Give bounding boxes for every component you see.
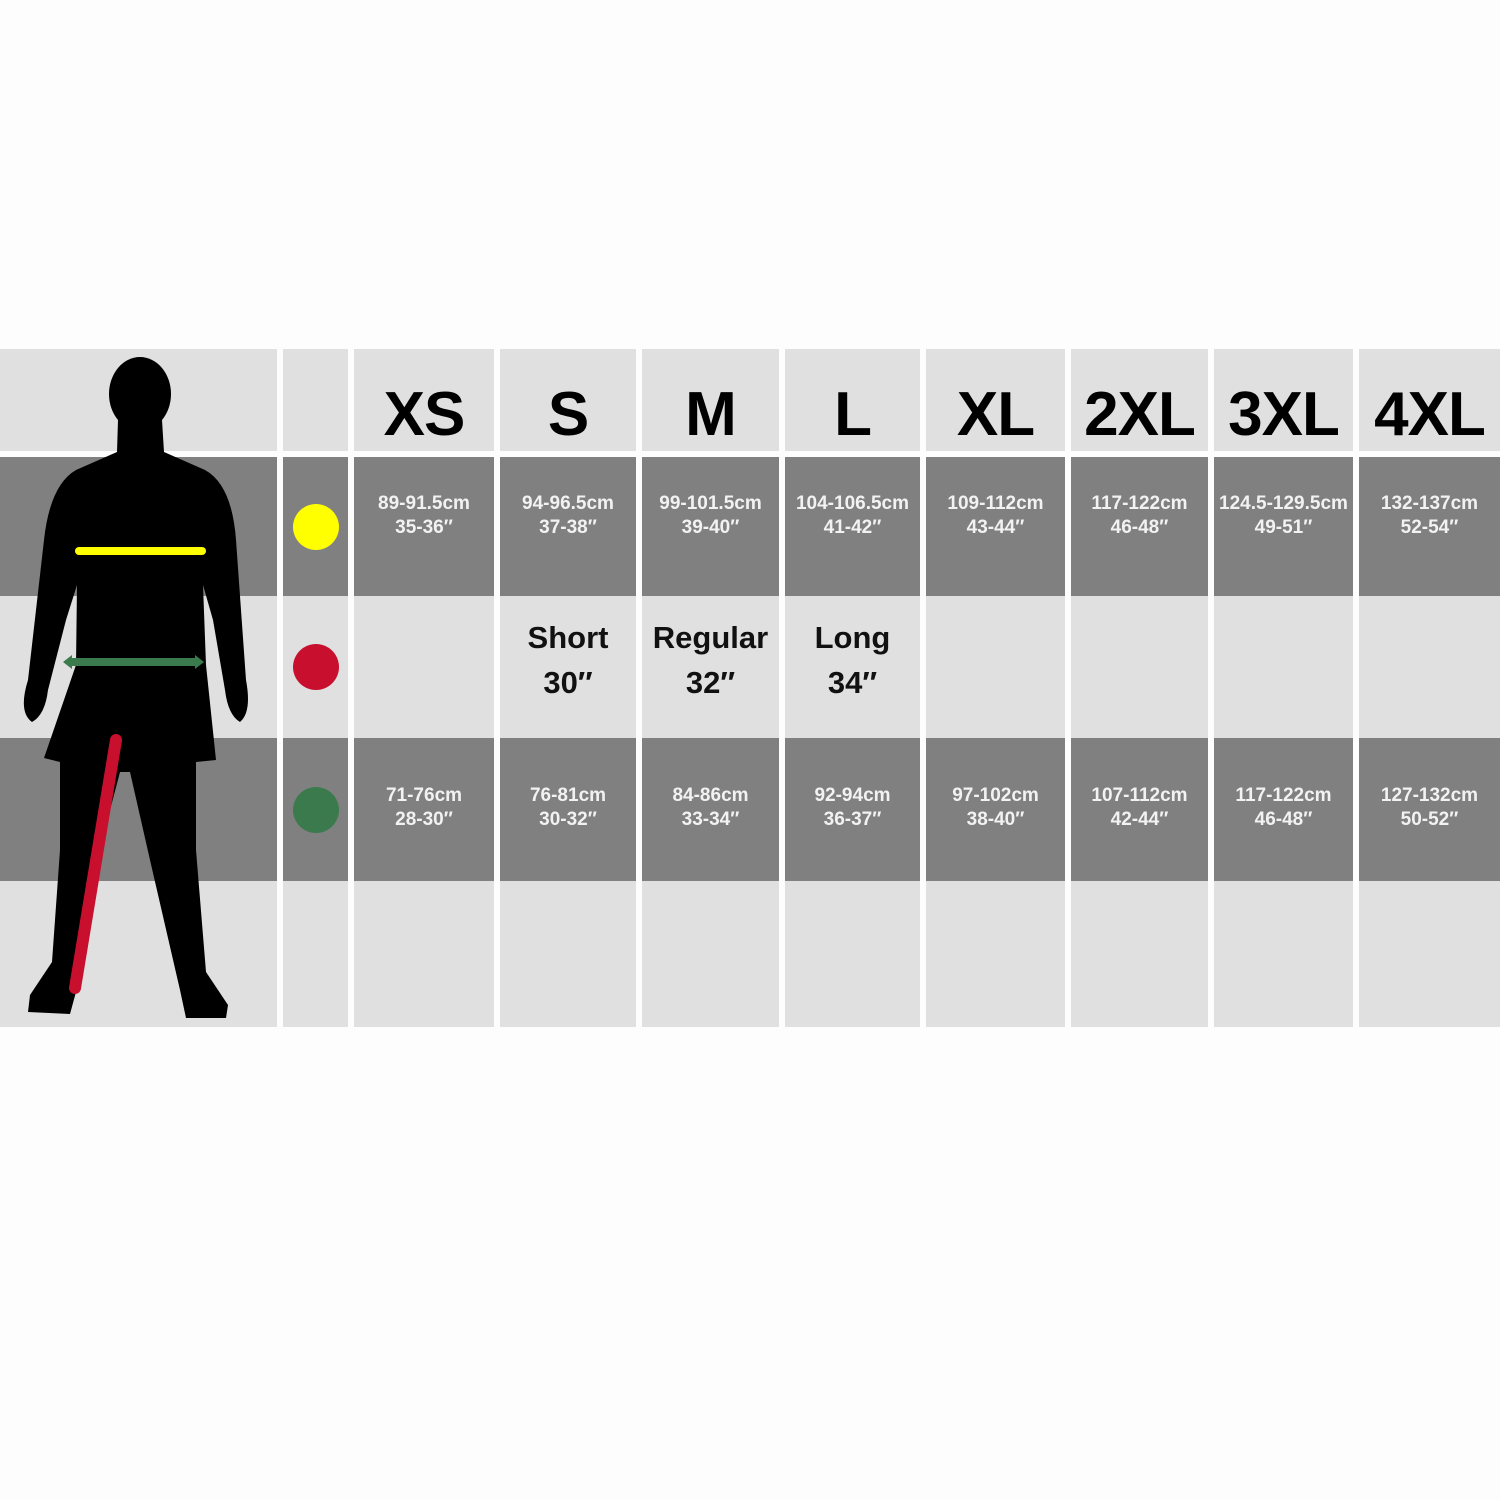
waist-cell: 127-132cm 50-52″ bbox=[1359, 738, 1500, 881]
size-header: 3XL bbox=[1214, 349, 1353, 451]
waist-cell: 92-94cm 36-37″ bbox=[785, 738, 920, 881]
value-secondary: 50-52″ bbox=[1400, 808, 1459, 830]
size-label: 2XL bbox=[1084, 379, 1196, 449]
value-secondary: 32″ bbox=[685, 665, 736, 700]
chest-cell: 99-101.5cm 39-40″ bbox=[642, 457, 779, 596]
marker-header bbox=[283, 349, 348, 451]
value-primary: 124.5-129.5cm bbox=[1219, 492, 1348, 514]
waist-cell: 107-112cm 42-44″ bbox=[1071, 738, 1208, 881]
leg-length-cell bbox=[1359, 596, 1500, 738]
value-primary: 71-76cm bbox=[385, 784, 463, 806]
torso-shape bbox=[23, 420, 249, 1018]
value-primary: 76-81cm bbox=[529, 784, 607, 806]
leg-length-cell bbox=[926, 596, 1065, 738]
size-label: 4XL bbox=[1374, 379, 1486, 449]
value-primary: 84-86cm bbox=[672, 784, 749, 806]
size-header: XS bbox=[354, 349, 494, 451]
waist-cell: 84-86cm 33-34″ bbox=[642, 738, 779, 881]
value-secondary: 49-51″ bbox=[1254, 516, 1313, 538]
leg-length-cell bbox=[1214, 596, 1353, 738]
waist-cell: 76-81cm 30-32″ bbox=[500, 738, 636, 881]
empty-cell bbox=[642, 881, 779, 1027]
chest-cell: 124.5-129.5cm 49-51″ bbox=[1214, 457, 1353, 596]
value-secondary: 43-44″ bbox=[966, 516, 1025, 538]
leg-length-cell bbox=[1071, 596, 1208, 738]
value-secondary: 46-48″ bbox=[1254, 808, 1313, 830]
value-secondary: 52-54″ bbox=[1400, 516, 1459, 538]
waist-cell: 117-122cm 46-48″ bbox=[1214, 738, 1353, 881]
value-primary: 127-132cm bbox=[1380, 784, 1479, 806]
chest-cell: 132-137cm 52-54″ bbox=[1359, 457, 1500, 596]
waist-cell: 97-102cm 38-40″ bbox=[926, 738, 1065, 881]
size-header: XL bbox=[926, 349, 1065, 451]
value-primary: 89-91.5cm bbox=[378, 492, 470, 514]
empty-cell bbox=[785, 881, 920, 1027]
chest-cell: 89-91.5cm 35-36″ bbox=[354, 457, 494, 596]
value-primary: Long bbox=[814, 620, 891, 655]
value-primary: 109-112cm bbox=[947, 492, 1044, 514]
chest-marker-icon bbox=[293, 503, 339, 550]
size-label: XL bbox=[956, 379, 1035, 449]
value-secondary: 37-38″ bbox=[539, 516, 597, 538]
value-secondary: 30-32″ bbox=[539, 808, 597, 830]
size-header: L bbox=[785, 349, 920, 451]
empty-cell bbox=[1214, 881, 1353, 1027]
value-primary: Short bbox=[527, 620, 609, 655]
size-label: M bbox=[685, 379, 737, 449]
size-header: 4XL bbox=[1359, 349, 1500, 451]
waist-cell: 71-76cm 28-30″ bbox=[354, 738, 494, 881]
leg-length-cell: Short 30″ bbox=[500, 596, 636, 738]
size-label: 3XL bbox=[1228, 379, 1340, 449]
value-primary: 117-122cm bbox=[1235, 784, 1332, 806]
value-secondary: 36-37″ bbox=[823, 808, 882, 830]
leg-length-cell: Regular 32″ bbox=[642, 596, 779, 738]
empty-cell bbox=[1071, 881, 1208, 1027]
empty-cell bbox=[500, 881, 636, 1027]
value-primary: 104-106.5cm bbox=[795, 492, 910, 514]
head-shape bbox=[109, 357, 171, 431]
inside-leg-marker-icon bbox=[293, 644, 339, 690]
size-header: 2XL bbox=[1071, 349, 1208, 451]
chest-cell: 104-106.5cm 41-42″ bbox=[785, 457, 920, 596]
empty-cell bbox=[926, 881, 1065, 1027]
chest-cell: 117-122cm 46-48″ bbox=[1071, 457, 1208, 596]
leg-length-cell bbox=[354, 596, 494, 738]
value-secondary: 38-40″ bbox=[966, 808, 1025, 830]
value-primary: Regular bbox=[652, 620, 769, 655]
value-primary: 132-137cm bbox=[1380, 492, 1479, 514]
size-label: XS bbox=[383, 379, 466, 449]
empty-cell bbox=[354, 881, 494, 1027]
value-primary: 92-94cm bbox=[814, 784, 891, 806]
value-secondary: 41-42″ bbox=[823, 516, 882, 538]
value-secondary: 28-30″ bbox=[395, 808, 453, 830]
leg-length-cell: Long 34″ bbox=[785, 596, 920, 738]
size-header: S bbox=[500, 349, 636, 451]
value-secondary: 35-36″ bbox=[395, 516, 453, 538]
value-secondary: 46-48″ bbox=[1110, 516, 1169, 538]
value-primary: 97-102cm bbox=[952, 784, 1039, 806]
value-primary: 117-122cm bbox=[1091, 492, 1188, 514]
value-primary: 94-96.5cm bbox=[522, 492, 614, 514]
chest-cell: 109-112cm 43-44″ bbox=[926, 457, 1065, 596]
band bbox=[283, 881, 348, 1027]
value-primary: 99-101.5cm bbox=[659, 492, 762, 514]
empty-cell bbox=[1359, 881, 1500, 1027]
size-label: L bbox=[834, 379, 872, 449]
value-secondary: 30″ bbox=[543, 665, 593, 700]
value-secondary: 33-34″ bbox=[681, 808, 740, 830]
size-label: S bbox=[547, 379, 589, 449]
value-secondary: 34″ bbox=[827, 665, 878, 700]
value-primary: 107-112cm bbox=[1091, 784, 1188, 806]
inside-leg-line bbox=[69, 734, 122, 994]
size-header: M bbox=[642, 349, 779, 451]
value-secondary: 42-44″ bbox=[1110, 808, 1169, 830]
value-secondary: 39-40″ bbox=[681, 516, 740, 538]
chest-cell: 94-96.5cm 37-38″ bbox=[500, 457, 636, 596]
body-silhouette-icon bbox=[23, 357, 249, 1018]
waist-marker-icon bbox=[293, 786, 339, 833]
